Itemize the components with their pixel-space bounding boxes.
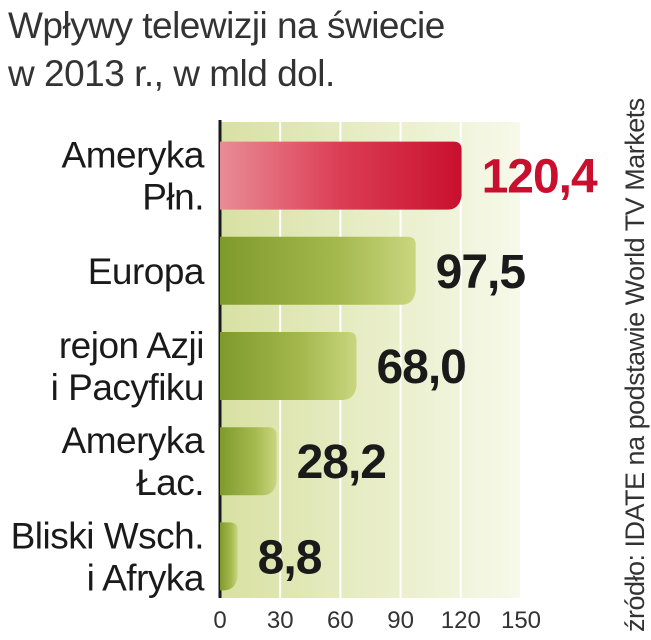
value-label: 68,0 bbox=[376, 341, 465, 394]
title-line-1: Wpływy telewizji na świecie bbox=[8, 5, 445, 46]
source-note: źródło: IDATE na podstawie World TV Mark… bbox=[620, 98, 650, 632]
category-label: i Pacyfiku bbox=[51, 367, 204, 408]
category-label: Europa bbox=[88, 251, 205, 292]
bar bbox=[220, 236, 416, 305]
category-label: Ameryka bbox=[62, 420, 205, 461]
x-tick-label: 60 bbox=[327, 607, 354, 634]
category-label: Ameryka bbox=[62, 135, 205, 176]
bar bbox=[220, 332, 357, 400]
value-label: 120,4 bbox=[482, 151, 598, 204]
category-label: rejon Azji bbox=[59, 325, 204, 366]
x-tick-label: 120 bbox=[441, 607, 481, 634]
category-label: Bliski Wsch. bbox=[11, 515, 204, 556]
x-tick-label: 30 bbox=[267, 607, 294, 634]
value-label: 97,5 bbox=[436, 246, 526, 299]
value-label: 28,2 bbox=[297, 436, 386, 489]
category-label: i Afryka bbox=[87, 557, 205, 598]
value-label: 8,8 bbox=[258, 531, 322, 584]
category-label: Łac. bbox=[136, 462, 204, 503]
bar bbox=[220, 427, 277, 496]
chart-title: Wpływy telewizji na świecie w 2013 r., w… bbox=[8, 2, 568, 98]
title-line-2: w 2013 r., w mld dol. bbox=[8, 53, 335, 94]
bar bbox=[220, 522, 238, 591]
category-label: Płn. bbox=[142, 177, 204, 218]
x-tick-label: 0 bbox=[213, 607, 226, 634]
x-tick-label: 150 bbox=[501, 607, 541, 634]
x-tick-label: 90 bbox=[387, 607, 414, 634]
bar bbox=[220, 141, 462, 210]
